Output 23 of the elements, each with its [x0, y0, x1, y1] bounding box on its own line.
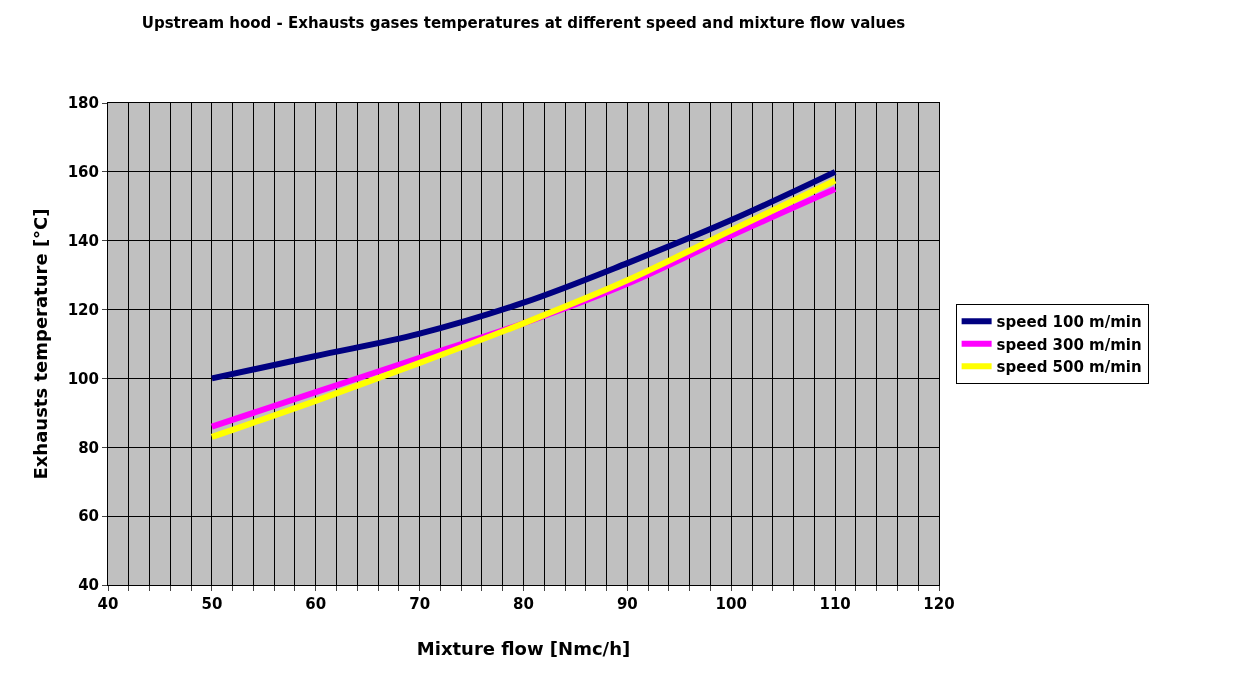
y-tick-label: 180	[67, 94, 99, 113]
y-tick-label: 160	[67, 163, 99, 182]
y-tick-label: 40	[78, 576, 99, 595]
x-tick-label: 60	[305, 595, 327, 613]
chart-title: Upstream hood - Exhausts gases temperatures at different speed and mixture flow values	[141, 13, 906, 32]
x-tick-label: 70	[409, 595, 431, 613]
x-tick-label: 80	[513, 595, 534, 613]
x-tick-label: 40	[97, 595, 119, 613]
legend-label: speed 300 m/min	[996, 335, 1142, 354]
x-axis-title: Mixture flow [Nmc/h]	[416, 638, 631, 660]
x-tick-label: 50	[201, 595, 223, 613]
y-tick-label: 100	[67, 369, 99, 388]
y-tick-label: 140	[67, 231, 99, 250]
y-axis-title: Exhausts temperature [°C]	[29, 208, 51, 480]
y-tick-label: 120	[67, 300, 99, 319]
y-tick-label: 60	[78, 507, 99, 526]
x-tick-label: 90	[616, 595, 638, 613]
x-tick-label: 100	[715, 595, 747, 613]
x-tick-label: 120	[923, 595, 955, 613]
legend-label: speed 100 m/min	[996, 313, 1142, 332]
x-tick-label: 110	[819, 595, 851, 613]
legend-label: speed 500 m/min	[996, 358, 1142, 377]
y-tick-label: 80	[78, 438, 99, 457]
